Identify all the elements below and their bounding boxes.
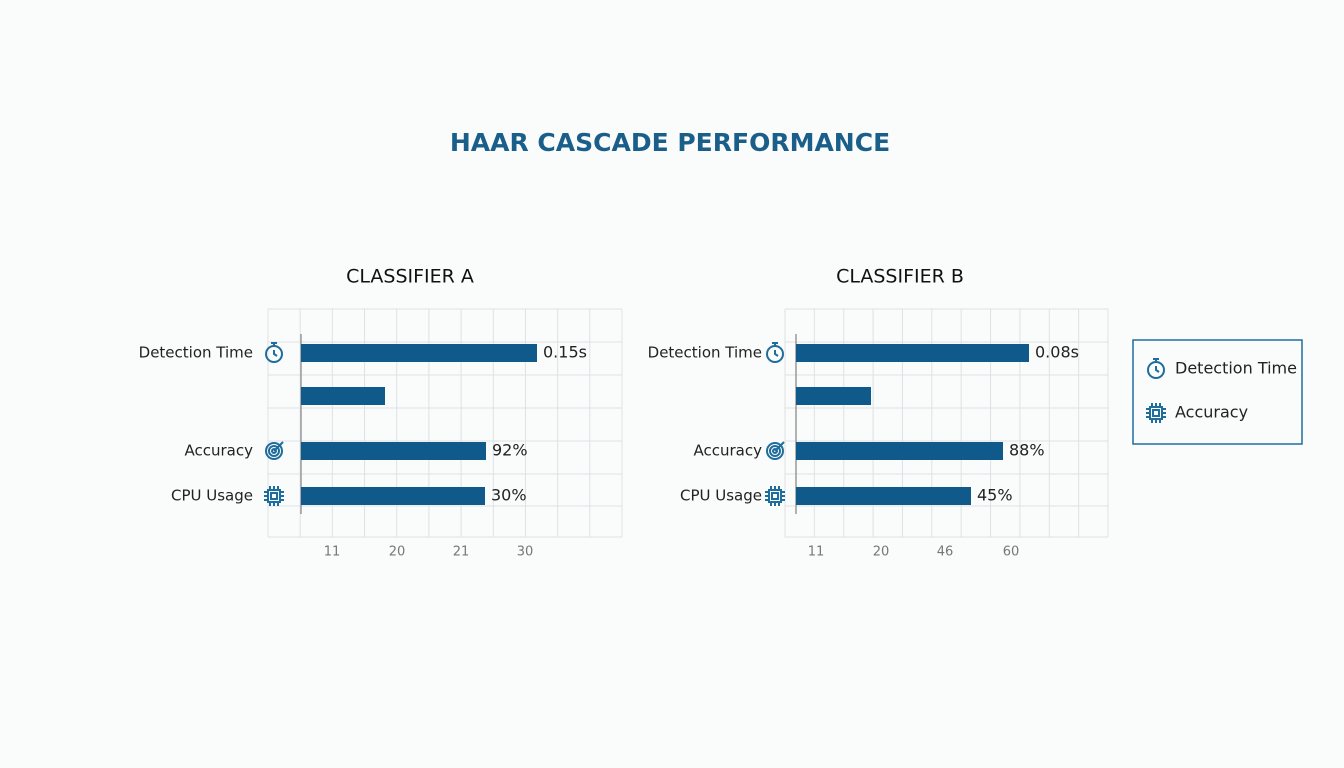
axis-label: 20 <box>873 545 890 560</box>
axis-label: 30 <box>517 545 534 560</box>
bar <box>301 344 537 362</box>
icon-part <box>1152 409 1160 417</box>
bar <box>301 442 486 460</box>
target-icon <box>265 441 284 460</box>
chip-icon <box>765 486 785 506</box>
axis-label: 46 <box>937 545 954 560</box>
row-label: Accuracy <box>694 442 763 460</box>
value-label: 30% <box>491 486 527 505</box>
bar <box>301 487 485 505</box>
icon-part <box>1155 366 1160 373</box>
stopwatch-icon <box>766 342 784 363</box>
row-label: Accuracy <box>185 442 254 460</box>
row-label: CPU Usage <box>171 487 253 505</box>
axis-label: 60 <box>1003 545 1020 560</box>
bar <box>796 344 1029 362</box>
panel-title: CLASSIFIER A <box>346 266 474 288</box>
legend-label: Detection Time <box>1175 359 1297 378</box>
target-icon <box>766 441 785 460</box>
icon-part <box>265 442 283 460</box>
icon-part <box>270 492 278 500</box>
chip-icon <box>1146 403 1166 423</box>
value-label: 92% <box>492 441 528 460</box>
stopwatch-icon <box>265 342 283 363</box>
icon-part <box>268 445 280 457</box>
row-label: Detection Time <box>648 344 762 362</box>
chip-icon <box>264 486 284 506</box>
main-title: HAAR CASCADE PERFORMANCE <box>450 128 890 157</box>
row-label: CPU Usage <box>680 487 762 505</box>
icon-part <box>769 445 781 457</box>
bar <box>796 487 971 505</box>
icon-part <box>766 442 784 460</box>
legend-box <box>1132 339 1303 445</box>
panel-title: CLASSIFIER B <box>836 266 964 288</box>
value-label: 88% <box>1009 441 1045 460</box>
stopwatch-icon <box>1147 358 1165 379</box>
bar <box>301 387 385 405</box>
axis-label: 11 <box>324 545 341 560</box>
icon-part <box>273 441 284 452</box>
value-label: 45% <box>977 486 1013 505</box>
row-label: Detection Time <box>139 344 253 362</box>
bar <box>796 442 1003 460</box>
value-label: 0.08s <box>1035 343 1079 362</box>
icon-part <box>774 350 779 357</box>
legend-label: Accuracy <box>1175 403 1248 422</box>
icon-part <box>771 492 779 500</box>
axis-label: 21 <box>453 545 470 560</box>
icon-part <box>271 448 277 454</box>
axis-label: 11 <box>808 545 825 560</box>
icon-part <box>774 441 785 452</box>
value-label: 0.15s <box>543 343 587 362</box>
bar <box>796 387 871 405</box>
axis-label: 20 <box>389 545 406 560</box>
icon-part <box>772 448 778 454</box>
icon-part <box>273 350 278 357</box>
